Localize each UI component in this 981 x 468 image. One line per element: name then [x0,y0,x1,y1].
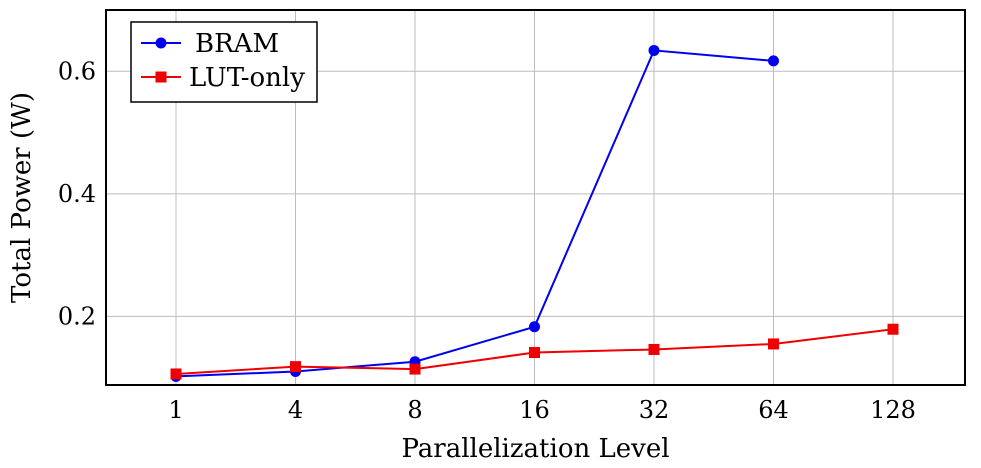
data-point [768,55,779,67]
data-series [170,44,899,382]
x-tick-labels: 1 4 8 16 32 64 128 [168,396,916,424]
data-point [409,363,421,375]
y-tick-labels: 0.2 0.4 0.6 [58,57,96,330]
legend-bram-marker [155,37,167,49]
legend-box [130,21,318,103]
data-point [648,44,660,56]
y-tick-label: 0.4 [58,180,96,208]
y-tick-label: 0.6 [58,57,96,85]
x-tick-label: 64 [758,396,789,424]
data-point [290,361,301,373]
series-line-bram [175,49,774,378]
y-tick-label: 0.2 [58,302,96,330]
data-point [887,323,899,335]
x-tick-label: 32 [639,396,670,424]
x-tick-label: 128 [870,396,916,424]
data-point [529,347,540,359]
x-tick-label: 8 [407,396,422,424]
x-axis-label: Parallelization Level [401,434,669,464]
data-point [529,321,540,333]
legend: BRAM LUT-only [130,21,318,103]
legend-lut-label: LUT-only [189,63,305,93]
x-tick-label: 1 [168,396,183,424]
x-tick-label: 16 [519,396,550,424]
y-axis-label: Total Power (W) [7,92,37,303]
data-point [648,343,660,355]
data-point [768,338,779,350]
data-point [170,368,182,380]
plot-frame [105,9,966,386]
legend-lut-marker [155,71,167,83]
x-tick-label: 4 [288,396,303,424]
legend-bram-label: BRAM [195,29,279,59]
